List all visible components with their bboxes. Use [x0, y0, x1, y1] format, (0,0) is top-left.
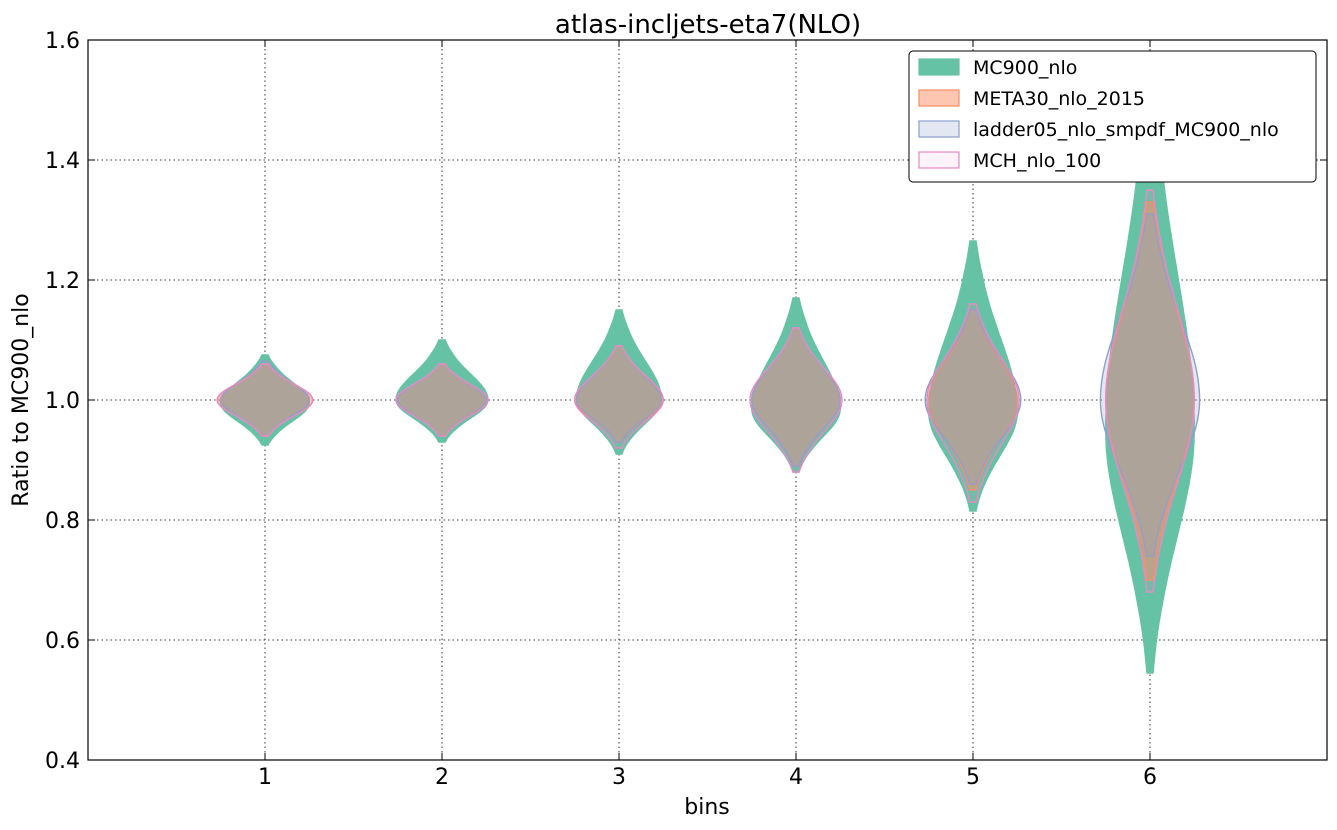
violin-bin-2	[395, 363, 489, 437]
violin-bin-6	[1099, 213, 1201, 557]
y-axis-label: Ratio to MC900_nlo	[9, 293, 34, 506]
y-tick-label: 0.4	[45, 749, 80, 774]
x-tick-labels: 1 2 3 4 5 6	[258, 765, 1157, 790]
legend-label: ladder05_nlo_smpdf_MC900_nlo	[973, 119, 1279, 141]
x-tick-label: 4	[789, 765, 803, 790]
y-tick-label: 1.4	[45, 149, 80, 174]
violin-bin-5	[926, 303, 1020, 503]
x-tick-label: 2	[435, 765, 449, 790]
y-tick-label: 1.6	[45, 29, 80, 54]
legend-box	[908, 50, 1317, 183]
legend: MC900_nlo META30_nlo_2015 ladder05_nlo_smp…	[908, 50, 1317, 183]
legend-label: MCH_nlo_100	[973, 150, 1101, 172]
axis-ticks	[88, 39, 1327, 761]
x-tick-label: 5	[966, 765, 980, 790]
x-tick-label: 6	[1143, 765, 1157, 790]
y-tick-label: 0.6	[45, 629, 80, 654]
legend-swatch	[918, 58, 960, 76]
violin-bin-5	[924, 309, 1022, 485]
legend-swatch	[918, 151, 960, 169]
legend-swatch	[918, 89, 960, 107]
violin-bin-6	[1105, 189, 1195, 593]
legend-label: META30_nlo_2015	[973, 88, 1145, 110]
x-tick-label: 3	[612, 765, 626, 790]
violin-bin-3	[574, 345, 664, 449]
series-3	[216, 189, 1195, 593]
violins	[216, 69, 1201, 674]
y-tick-label: 0.8	[45, 509, 80, 534]
y-tick-labels: 0.4 0.6 0.8 1.0 1.2 1.4 1.6	[45, 29, 80, 774]
legend-label: MC900_nlo	[973, 57, 1077, 79]
legend-swatch	[918, 120, 960, 138]
x-axis-label: bins	[684, 795, 729, 820]
y-tick-label: 1.0	[45, 389, 80, 414]
y-tick-label: 1.2	[45, 269, 80, 294]
chart-title: atlas-incljets-eta7(NLO)	[555, 10, 861, 40]
x-tick-label: 1	[258, 765, 272, 790]
violin-bin-4	[749, 327, 843, 473]
violin-bin-1	[216, 363, 314, 437]
